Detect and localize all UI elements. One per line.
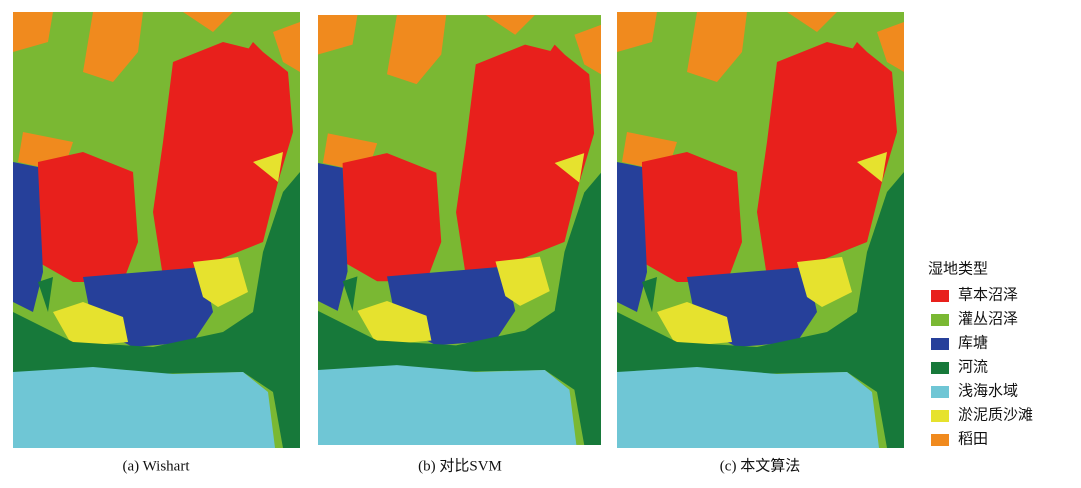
map-image xyxy=(13,12,300,448)
legend-label: 库塘 xyxy=(958,334,988,351)
legend-label: 灌丛沼泽 xyxy=(958,310,1018,327)
legend-swatch xyxy=(931,314,949,326)
map-image xyxy=(617,12,904,448)
panel-caption: (c) 本文算法 xyxy=(720,456,800,474)
legend-swatch xyxy=(931,386,949,398)
legend-label: 稻田 xyxy=(958,430,988,447)
map-image xyxy=(318,15,601,445)
legend-label: 淤泥质沙滩 xyxy=(958,406,1033,423)
legend-swatch xyxy=(931,290,949,302)
maps xyxy=(13,12,904,448)
panel-caption: (a) Wishart xyxy=(122,458,190,474)
panel-caption: (b) 对比SVM xyxy=(418,457,502,474)
legend-label: 浅海水域 xyxy=(958,382,1018,399)
legend-swatch xyxy=(931,362,949,374)
legend-label: 河流 xyxy=(958,358,988,375)
legend-swatch xyxy=(931,434,949,446)
legend-swatch xyxy=(931,410,949,422)
legend-title: 湿地类型 xyxy=(928,260,988,277)
legend-swatch xyxy=(931,338,949,350)
legend-label: 草本沼泽 xyxy=(958,286,1018,303)
